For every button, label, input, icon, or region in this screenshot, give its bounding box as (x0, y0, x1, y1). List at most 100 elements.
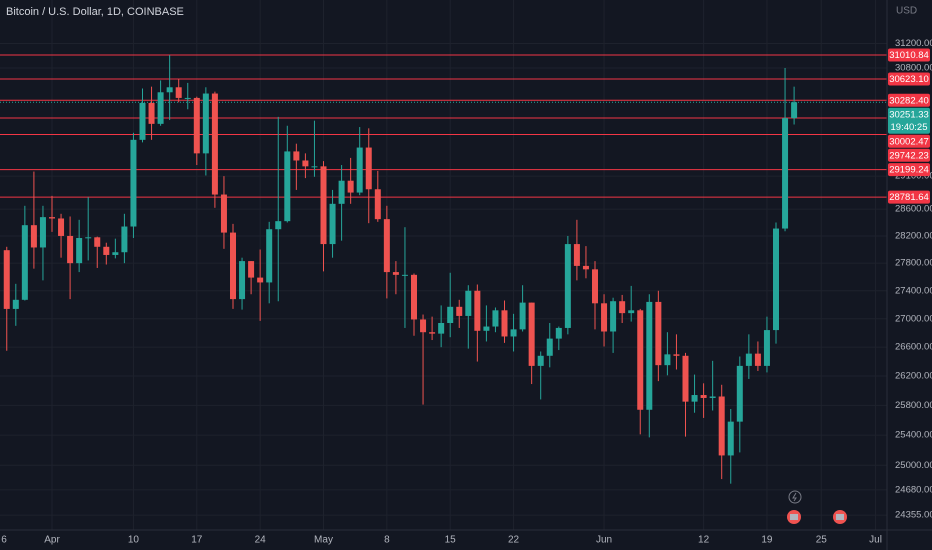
event-icon (836, 514, 844, 520)
candle-body (754, 353, 761, 366)
x-tick-label: 17 (191, 535, 203, 546)
candle-body (664, 354, 671, 366)
candle-body (727, 421, 734, 456)
candle-body (501, 310, 508, 337)
candle-body (12, 299, 19, 309)
candle-body (365, 147, 372, 190)
candle-body (374, 189, 381, 220)
candle-body (112, 252, 119, 255)
y-tick-label: 27400.00 (895, 285, 932, 296)
y-tick-label: 25400.00 (895, 430, 932, 441)
candle-body (58, 218, 65, 236)
candle-body (3, 250, 10, 309)
candle-body (438, 322, 445, 334)
candle-body (519, 302, 526, 330)
candle-body (257, 277, 264, 283)
candle-body (582, 265, 589, 270)
candle-body (791, 102, 798, 119)
x-tick-label: 8 (384, 535, 390, 546)
candle-body (763, 330, 770, 366)
candle-body (193, 97, 200, 154)
price-box (888, 190, 930, 204)
candle-body (465, 290, 472, 316)
x-tick-label: Jul (869, 535, 882, 546)
candle-body (773, 228, 779, 331)
price-box-label: 30002.47 (889, 136, 929, 147)
candle-body (709, 396, 716, 398)
y-tick-label: 27800.00 (895, 258, 932, 269)
candle-body (537, 355, 544, 366)
candle-body (573, 244, 580, 266)
x-tick-label: 19 (761, 535, 773, 546)
candle-body (302, 160, 309, 167)
y-tick-label: 25800.00 (895, 400, 932, 411)
candle-body (564, 244, 571, 328)
price-box-label: 30623.10 (889, 74, 929, 85)
candle-body (266, 229, 273, 283)
candle-body (39, 217, 46, 248)
candle-body (655, 301, 662, 366)
candle-body (103, 246, 110, 255)
candle-body (383, 219, 390, 273)
price-box (888, 163, 930, 177)
candle-body (528, 302, 535, 366)
price-box (888, 134, 930, 148)
candle-body (356, 147, 363, 193)
candle-body (510, 329, 517, 337)
x-tick-label: 22 (508, 535, 520, 546)
candle-body (121, 226, 128, 253)
candle-body (420, 319, 427, 333)
price-box (888, 72, 930, 86)
candle-body (248, 261, 255, 278)
candle-body (148, 102, 155, 124)
candle-body (745, 353, 752, 366)
candle-body (736, 365, 743, 422)
candle-body (329, 203, 336, 245)
candle-body (130, 139, 137, 227)
candle-body (447, 306, 454, 323)
candle-body (139, 102, 146, 140)
x-tick-label: 10 (128, 535, 140, 546)
candle-body (202, 93, 209, 154)
y-tick-label: 25000.00 (895, 460, 932, 471)
x-tick-label: Jun (596, 535, 612, 546)
candle-body (347, 180, 354, 193)
candle-body (718, 396, 725, 456)
event-icon (790, 514, 798, 520)
candle-body (157, 92, 164, 124)
candle-body (49, 217, 55, 219)
candle-body (230, 232, 236, 300)
y-tick-label: 24680.00 (895, 484, 932, 495)
candle-body (429, 332, 436, 334)
countdown-label: 19:40:25 (891, 122, 928, 133)
candle-body (700, 395, 707, 398)
candle-body (682, 355, 689, 402)
candle-body (628, 310, 635, 314)
y-tick-label: 31200.00 (895, 38, 932, 49)
y-tick-label: 26200.00 (895, 371, 932, 382)
price-box (888, 107, 930, 134)
candle-body (220, 194, 227, 233)
candle-body (85, 237, 92, 239)
price-box (888, 148, 930, 162)
candle-body (546, 338, 553, 356)
candle-body (555, 327, 562, 339)
y-tick-label: 28600.00 (895, 204, 932, 215)
candle-body (601, 303, 608, 332)
x-tick-label: 15 (445, 535, 457, 546)
candle-body (392, 272, 399, 275)
event-icon (792, 492, 797, 502)
candle-body (338, 180, 345, 204)
y-tick-label: 30800.00 (895, 63, 932, 74)
candle-body (782, 118, 789, 229)
price-box-label: 30251.33 (889, 109, 929, 120)
x-tick-label: 25 (816, 535, 828, 546)
candle-body (456, 306, 463, 316)
candle-body (691, 395, 698, 402)
candle-body (483, 326, 490, 331)
x-tick-label: 6 (1, 535, 7, 546)
price-box (888, 48, 930, 62)
currency-label: USD (896, 6, 917, 17)
candle-body (311, 166, 318, 168)
